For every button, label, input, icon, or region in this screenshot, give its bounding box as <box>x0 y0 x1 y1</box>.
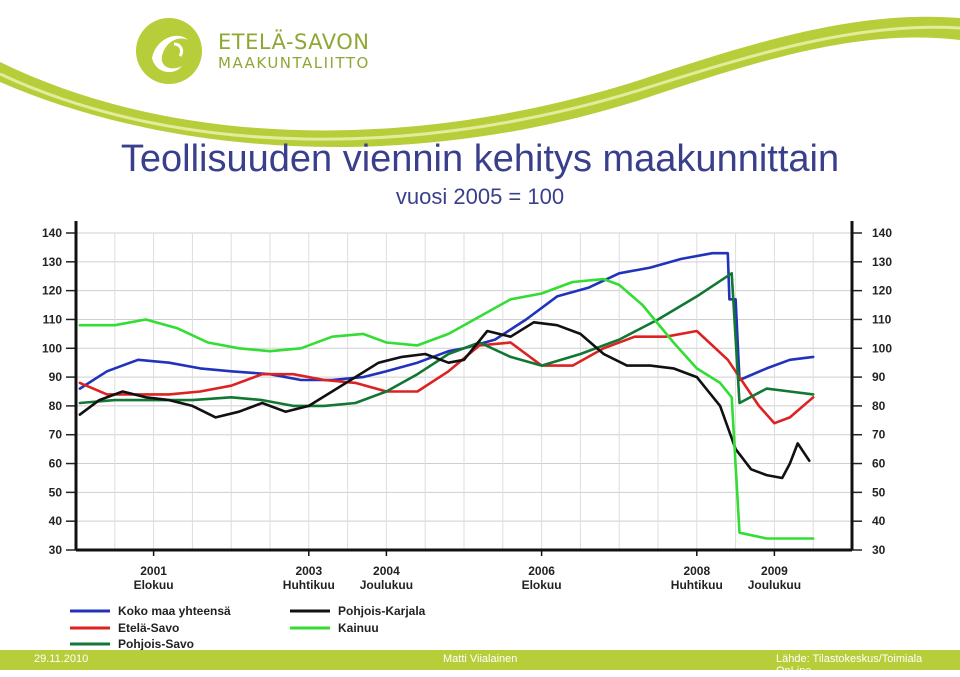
legend: Koko maa yhteensä Etelä-Savo Pohjois-Savo P… <box>70 604 426 651</box>
x-tick-label-year: 2001 <box>140 564 167 578</box>
y-tick-label-right: 50 <box>872 485 886 499</box>
series-lines <box>78 251 815 540</box>
y-tick-label-right: 40 <box>872 514 886 528</box>
legend-label: Kainuu <box>338 621 379 635</box>
y-tick-label-right: 60 <box>872 457 886 471</box>
logo-text-primary: ETELÄ-SAVON <box>218 30 370 54</box>
logo-text-secondary: MAAKUNTALIITTO <box>218 54 370 72</box>
legend-label: Pohjois-Karjala <box>338 604 426 618</box>
x-tick-label-month: Joulukuu <box>748 578 801 592</box>
y-tick-label-right: 140 <box>872 226 892 240</box>
series-line <box>78 271 815 408</box>
x-tick-label-year: 2003 <box>295 564 322 578</box>
top-swoosh-highlight <box>0 25 960 141</box>
y-tick-label-left: 100 <box>42 341 62 355</box>
y-tick-label-left: 40 <box>49 514 63 528</box>
series-line <box>78 320 811 480</box>
x-tick-label-month: Huhtikuu <box>671 578 723 592</box>
x-tick-label-month: Elokuu <box>522 578 562 592</box>
x-tick-label-month: Huhtikuu <box>283 578 335 592</box>
y-tick-label-left: 70 <box>49 428 63 442</box>
slide-title: Teollisuuden viennin kehitys maakunnitta… <box>120 138 840 180</box>
series-line <box>78 251 815 390</box>
y-tick-label-left: 140 <box>42 226 62 240</box>
x-tick-label-year: 2004 <box>373 564 400 578</box>
series-line <box>78 277 815 540</box>
legend-label: Etelä-Savo <box>118 621 179 635</box>
y-tick-label-left: 50 <box>49 485 63 499</box>
x-tick-label-month: Elokuu <box>134 578 174 592</box>
x-tick-label-month: Joulukuu <box>360 578 413 592</box>
x-tick-label-year: 2008 <box>683 564 710 578</box>
slide-subtitle: vuosi 2005 = 100 <box>395 184 565 209</box>
x-tick-label-year: 2009 <box>761 564 788 578</box>
organization-logo <box>136 18 202 84</box>
grid <box>76 232 852 551</box>
y-tick-label-left: 80 <box>49 399 63 413</box>
x-tick-label-year: 2006 <box>528 564 555 578</box>
y-tick-label-left: 120 <box>42 284 62 298</box>
y-tick-label-left: 110 <box>43 312 63 326</box>
y-tick-label-left: 130 <box>42 255 62 269</box>
axes: 30 30 40 40 50 50 60 60 70 70 80 80 90 90 100 100 110 110… <box>42 221 892 592</box>
y-tick-label-right: 90 <box>872 370 886 384</box>
footer-source: Lähde: Tilastokeskus/Toimiala OnLine <box>776 653 923 677</box>
y-tick-label-right: 30 <box>872 543 886 557</box>
footer-date: 29.11.2010 <box>34 653 89 665</box>
y-tick-label-right: 100 <box>872 341 892 355</box>
footer-author: Matti Viialainen <box>443 653 518 665</box>
y-tick-label-right: 80 <box>872 399 886 413</box>
y-tick-label-right: 110 <box>872 312 892 326</box>
y-tick-label-left: 90 <box>49 370 63 384</box>
y-tick-label-right: 70 <box>872 428 886 442</box>
footer-bar <box>0 650 960 670</box>
y-tick-label-left: 60 <box>49 457 63 471</box>
y-tick-label-left: 30 <box>49 543 63 557</box>
legend-label: Koko maa yhteensä <box>118 604 231 618</box>
y-tick-label-right: 120 <box>872 284 892 298</box>
y-tick-label-right: 130 <box>872 255 892 269</box>
legend-label: Pohjois-Savo <box>118 637 194 651</box>
top-swoosh <box>0 16 960 147</box>
